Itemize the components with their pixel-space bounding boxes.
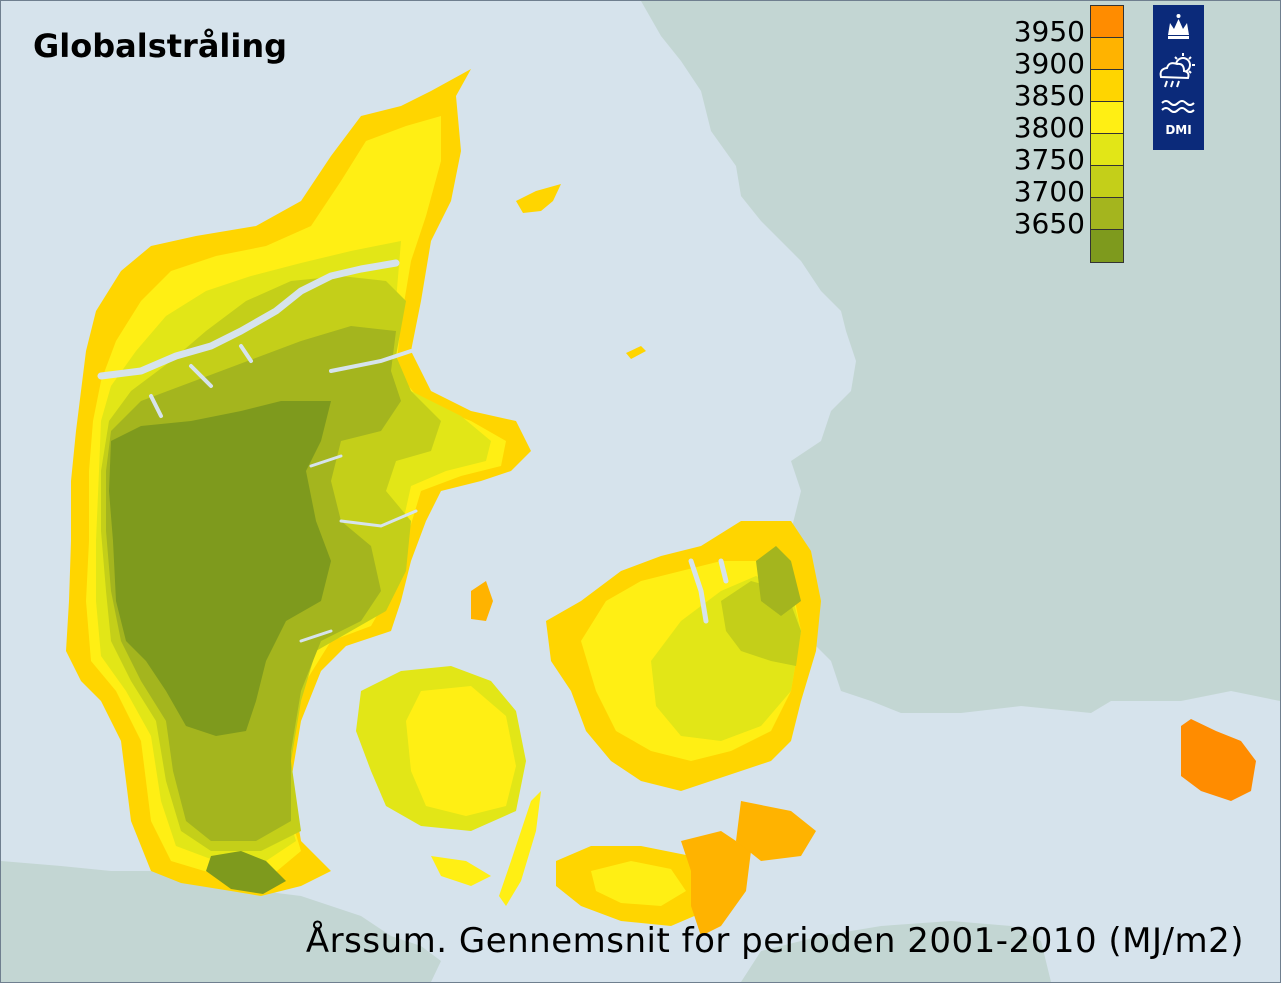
legend-swatch — [1091, 230, 1123, 262]
laeso — [516, 184, 561, 213]
samso — [471, 581, 493, 621]
germany-east-land — [741, 921, 1051, 982]
zealand-olive — [756, 546, 801, 616]
legend-label: 3900 — [1013, 47, 1085, 80]
dmi-crown-sun-cloud-waves-icon — [1159, 14, 1195, 113]
legend-label: 3950 — [1013, 15, 1085, 48]
legend-swatch — [1091, 6, 1123, 38]
legend-swatch — [1091, 102, 1123, 134]
lolland-inner — [591, 861, 686, 906]
legend-label: 3850 — [1013, 79, 1085, 112]
legend-swatch — [1091, 166, 1123, 198]
jutland-south-dark — [206, 851, 286, 894]
legend-swatch — [1091, 70, 1123, 102]
limfjord-branch — [149, 344, 413, 418]
legend-label: 3800 — [1013, 111, 1085, 144]
germany-land — [1, 861, 441, 982]
legend-label: 3750 — [1013, 143, 1085, 176]
falster — [681, 831, 751, 936]
mon — [736, 801, 816, 861]
legend-swatch — [1091, 38, 1123, 70]
bornholm — [1181, 719, 1256, 801]
aero — [431, 856, 491, 886]
dmi-logo-text: DMI — [1165, 123, 1192, 137]
anholt — [626, 346, 646, 359]
fjord-east — [299, 454, 418, 643]
legend-label: 3650 — [1013, 207, 1085, 240]
limfjord — [97, 259, 400, 380]
langeland — [499, 791, 541, 906]
map-caption: Årssum. Gennemsnit for perioden 2001-201… — [305, 921, 1244, 961]
legend-swatch — [1091, 198, 1123, 230]
legend-label: 3700 — [1013, 175, 1085, 208]
funen-yellow — [406, 686, 516, 816]
map-title: Globalstråling — [33, 27, 288, 65]
legend-swatch-bar — [1090, 5, 1124, 263]
jutland-dark — [109, 401, 331, 736]
legend: 3950 3900 3850 3800 3750 3700 3650 — [1001, 5, 1125, 263]
dmi-logo: DMI — [1153, 5, 1204, 150]
legend-swatch — [1091, 134, 1123, 166]
isefjord — [688, 558, 729, 624]
